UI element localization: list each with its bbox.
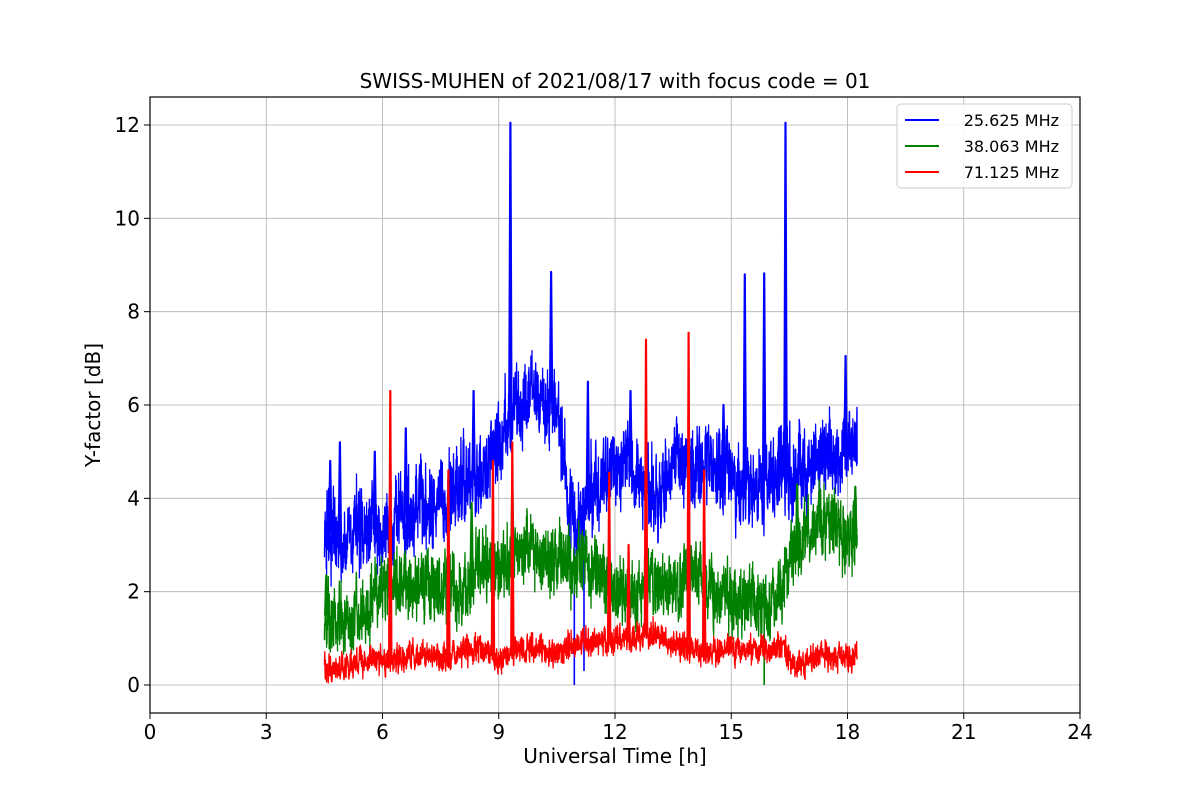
data-spike [742,273,748,490]
legend: 25.625 MHz 38.063 MHz 71.125 MHz [896,103,1073,189]
legend-label: 71.125 MHz [964,163,1059,182]
data-spike [324,574,329,616]
data-spike [508,121,513,420]
y-tick-label: 0 [127,673,140,697]
data-spike [853,485,858,538]
x-tick-label: 12 [602,720,627,744]
data-spike [643,338,649,635]
data-spike [701,469,707,652]
x-axis: 0 3 6 9 12 15 18 21 24 [144,713,1093,744]
data-spike [446,469,451,656]
data-spike [783,121,788,468]
y-axis-label: Y-factor [dB] [81,343,105,468]
series-line [323,479,858,655]
legend-label: 38.063 MHz [964,137,1059,156]
data-spike [628,389,633,473]
series-line [323,615,858,684]
data-spike [490,459,496,656]
y-tick-label: 8 [127,300,140,324]
data-spike [372,450,377,530]
series-line [323,345,858,587]
data-spike [606,471,612,642]
x-tick-label: 3 [260,720,273,744]
data-spike [686,331,691,649]
x-tick-label: 15 [719,720,744,744]
data-spike [721,403,726,473]
x-tick-label: 18 [835,720,860,744]
data-spike [469,501,474,577]
data-spike [761,272,767,481]
x-tick-label: 0 [144,720,157,744]
data-spike [626,543,631,638]
data-spike [337,441,343,540]
x-tick-label: 24 [1067,720,1092,744]
x-tick-label: 6 [376,720,389,744]
legend-box [896,103,1073,189]
data-spike [585,380,591,503]
y-tick-label: 4 [127,486,140,510]
y-tick-label: 12 [115,113,140,137]
x-tick-label: 21 [951,720,976,744]
chart-title: SWISS-MUHEN of 2021/08/17 with focus cod… [360,69,871,93]
data-spike [794,483,800,553]
x-axis-label: Universal Time [h] [523,744,706,768]
data-spike [403,427,408,517]
data-spike [510,441,515,653]
legend-label: 25.625 MHz [964,111,1059,130]
data-spike [843,354,848,453]
data-spike [548,270,554,403]
data-spike [388,389,393,660]
series-layer [323,121,858,685]
y-tick-label: 2 [127,580,140,604]
data-spike [327,459,333,538]
data-spike [471,389,476,480]
x-tick-label: 9 [492,720,505,744]
y-axis: 0 2 4 6 8 10 12 [115,113,150,697]
y-tick-label: 6 [127,393,140,417]
y-tick-label: 10 [115,206,140,230]
